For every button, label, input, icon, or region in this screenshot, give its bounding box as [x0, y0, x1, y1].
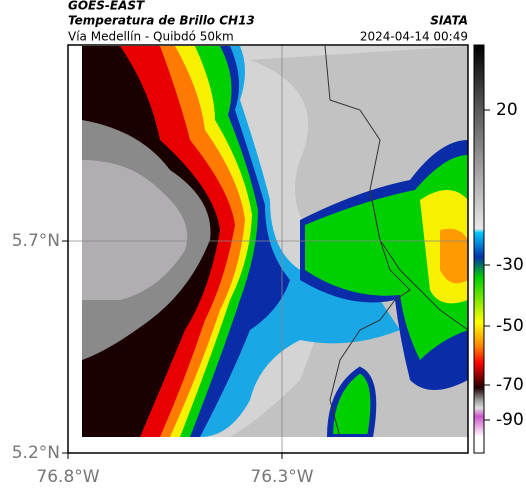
lon-label: 76.3°W [250, 467, 313, 487]
colorbar-label: -30 [496, 255, 524, 275]
lat-label: 5.7°N [12, 231, 60, 251]
map-frame [67, 44, 469, 454]
source: GOES-EAST [68, 0, 145, 13]
org: SIATA [430, 14, 468, 28]
subtitle: Vía Medellín - Quibdó 50km [68, 30, 234, 44]
colorbar-label: -50 [496, 316, 524, 336]
colorbar-label: -70 [496, 375, 524, 395]
colorbar-label: -90 [496, 410, 524, 430]
colorbar-label: 20 [496, 100, 518, 120]
satellite-image [82, 46, 468, 437]
colorbar [473, 44, 485, 454]
lon-label: 76.8°W [36, 467, 99, 487]
lat-label: 5.2°N [12, 443, 60, 463]
title: Temperatura de Brillo CH13 [68, 14, 255, 28]
datetime: 2024-04-14 00:49 [360, 30, 468, 44]
